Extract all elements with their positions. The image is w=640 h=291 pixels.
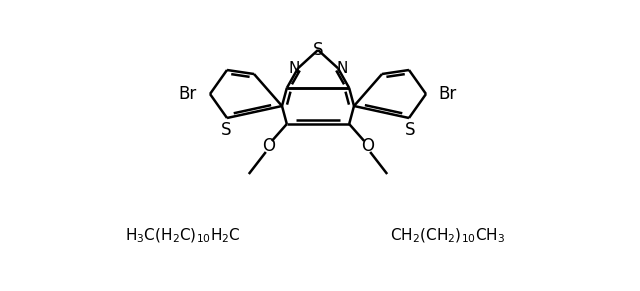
- Text: S: S: [221, 121, 231, 139]
- Text: S: S: [404, 121, 415, 139]
- Text: H$_3$C(H$_2$C)$_{10}$H$_2$C: H$_3$C(H$_2$C)$_{10}$H$_2$C: [125, 227, 241, 245]
- Text: N: N: [336, 61, 348, 76]
- Text: O: O: [262, 137, 275, 155]
- Text: S: S: [313, 41, 323, 59]
- Text: Br: Br: [179, 85, 197, 103]
- Text: O: O: [361, 137, 374, 155]
- Text: Br: Br: [439, 85, 457, 103]
- Text: N: N: [288, 61, 300, 76]
- Text: CH$_2$(CH$_2$)$_{10}$CH$_3$: CH$_2$(CH$_2$)$_{10}$CH$_3$: [390, 227, 506, 245]
